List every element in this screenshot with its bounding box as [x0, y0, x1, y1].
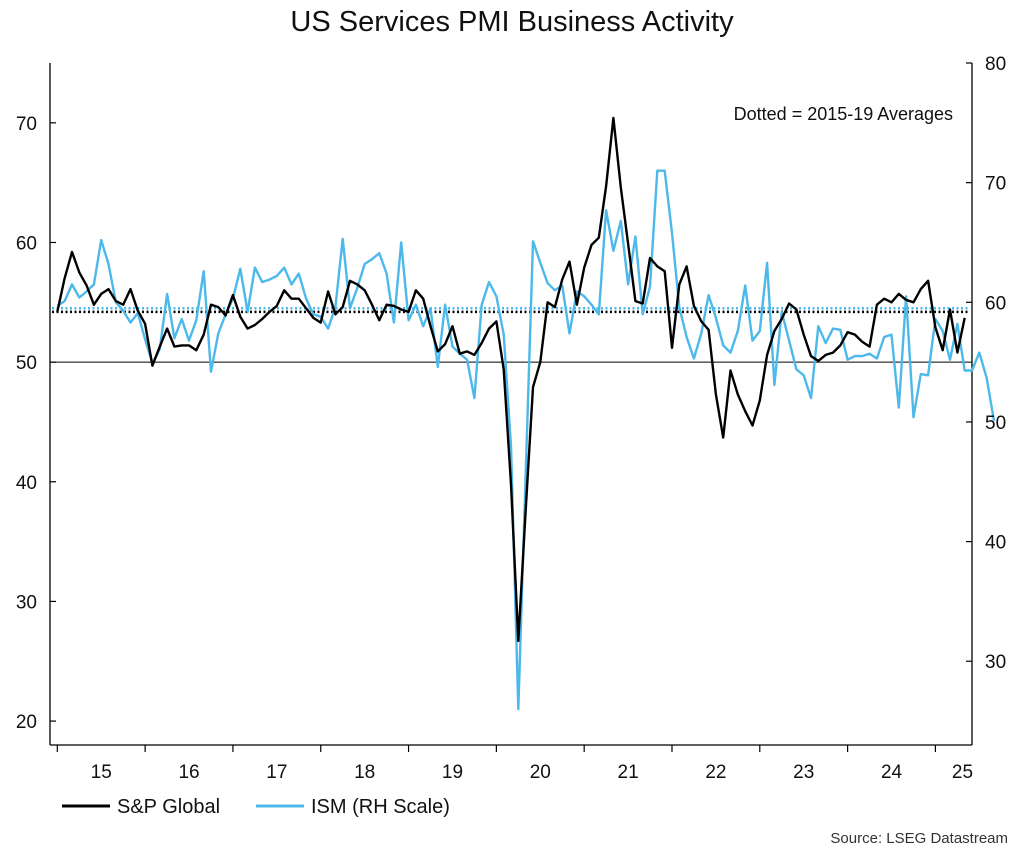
x-tick-label: 21 [618, 762, 639, 783]
x-tick-label: 23 [793, 762, 814, 783]
x-tick-label: 25 [952, 762, 973, 783]
ism-series-line [56, 169, 996, 711]
x-tick-label: 18 [354, 762, 375, 783]
right-tick-label: 40 [985, 533, 1006, 554]
left-tick-label: 40 [16, 473, 37, 494]
right-tick-label: 80 [985, 54, 1006, 75]
x-tick-label: 20 [530, 762, 551, 783]
right-tick-label: 30 [985, 652, 1006, 673]
x-axis: 15 16 17 18 19 20 21 22 23 24 25 [56, 745, 973, 783]
averages-annotation: Dotted = 2015-19 Averages [734, 104, 953, 124]
source-note: Source: LSEG Datastream [830, 830, 1008, 847]
chart-frame [49, 63, 973, 746]
legend: S&P Global ISM (RH Scale) [62, 796, 450, 818]
left-tick-label: 20 [16, 712, 37, 733]
x-tick-label: 15 [91, 762, 112, 783]
x-tick-label: 19 [442, 762, 463, 783]
series-layer [56, 116, 996, 711]
right-tick-label: 60 [985, 293, 1006, 314]
legend-label-sp-global: S&P Global [117, 796, 220, 818]
left-tick-label: 70 [16, 114, 37, 135]
chart-title: US Services PMI Business Activity [290, 6, 734, 38]
left-tick-label: 60 [16, 233, 37, 254]
legend-label-ism: ISM (RH Scale) [311, 796, 450, 818]
reference-lines [50, 307, 972, 363]
left-tick-label: 50 [16, 353, 37, 374]
left-tick-label: 30 [16, 592, 37, 613]
x-tick-label: 22 [705, 762, 726, 783]
right-tick-label: 50 [985, 413, 1006, 434]
sp-global-series-line [56, 116, 966, 643]
x-tick-label: 24 [881, 762, 903, 783]
x-tick-label: 16 [178, 762, 199, 783]
left-axis: 20 30 40 50 60 70 [16, 114, 56, 733]
x-tick-label: 17 [266, 762, 287, 783]
right-axis: 30 40 50 60 70 80 [966, 54, 1006, 673]
right-tick-label: 70 [985, 174, 1006, 195]
